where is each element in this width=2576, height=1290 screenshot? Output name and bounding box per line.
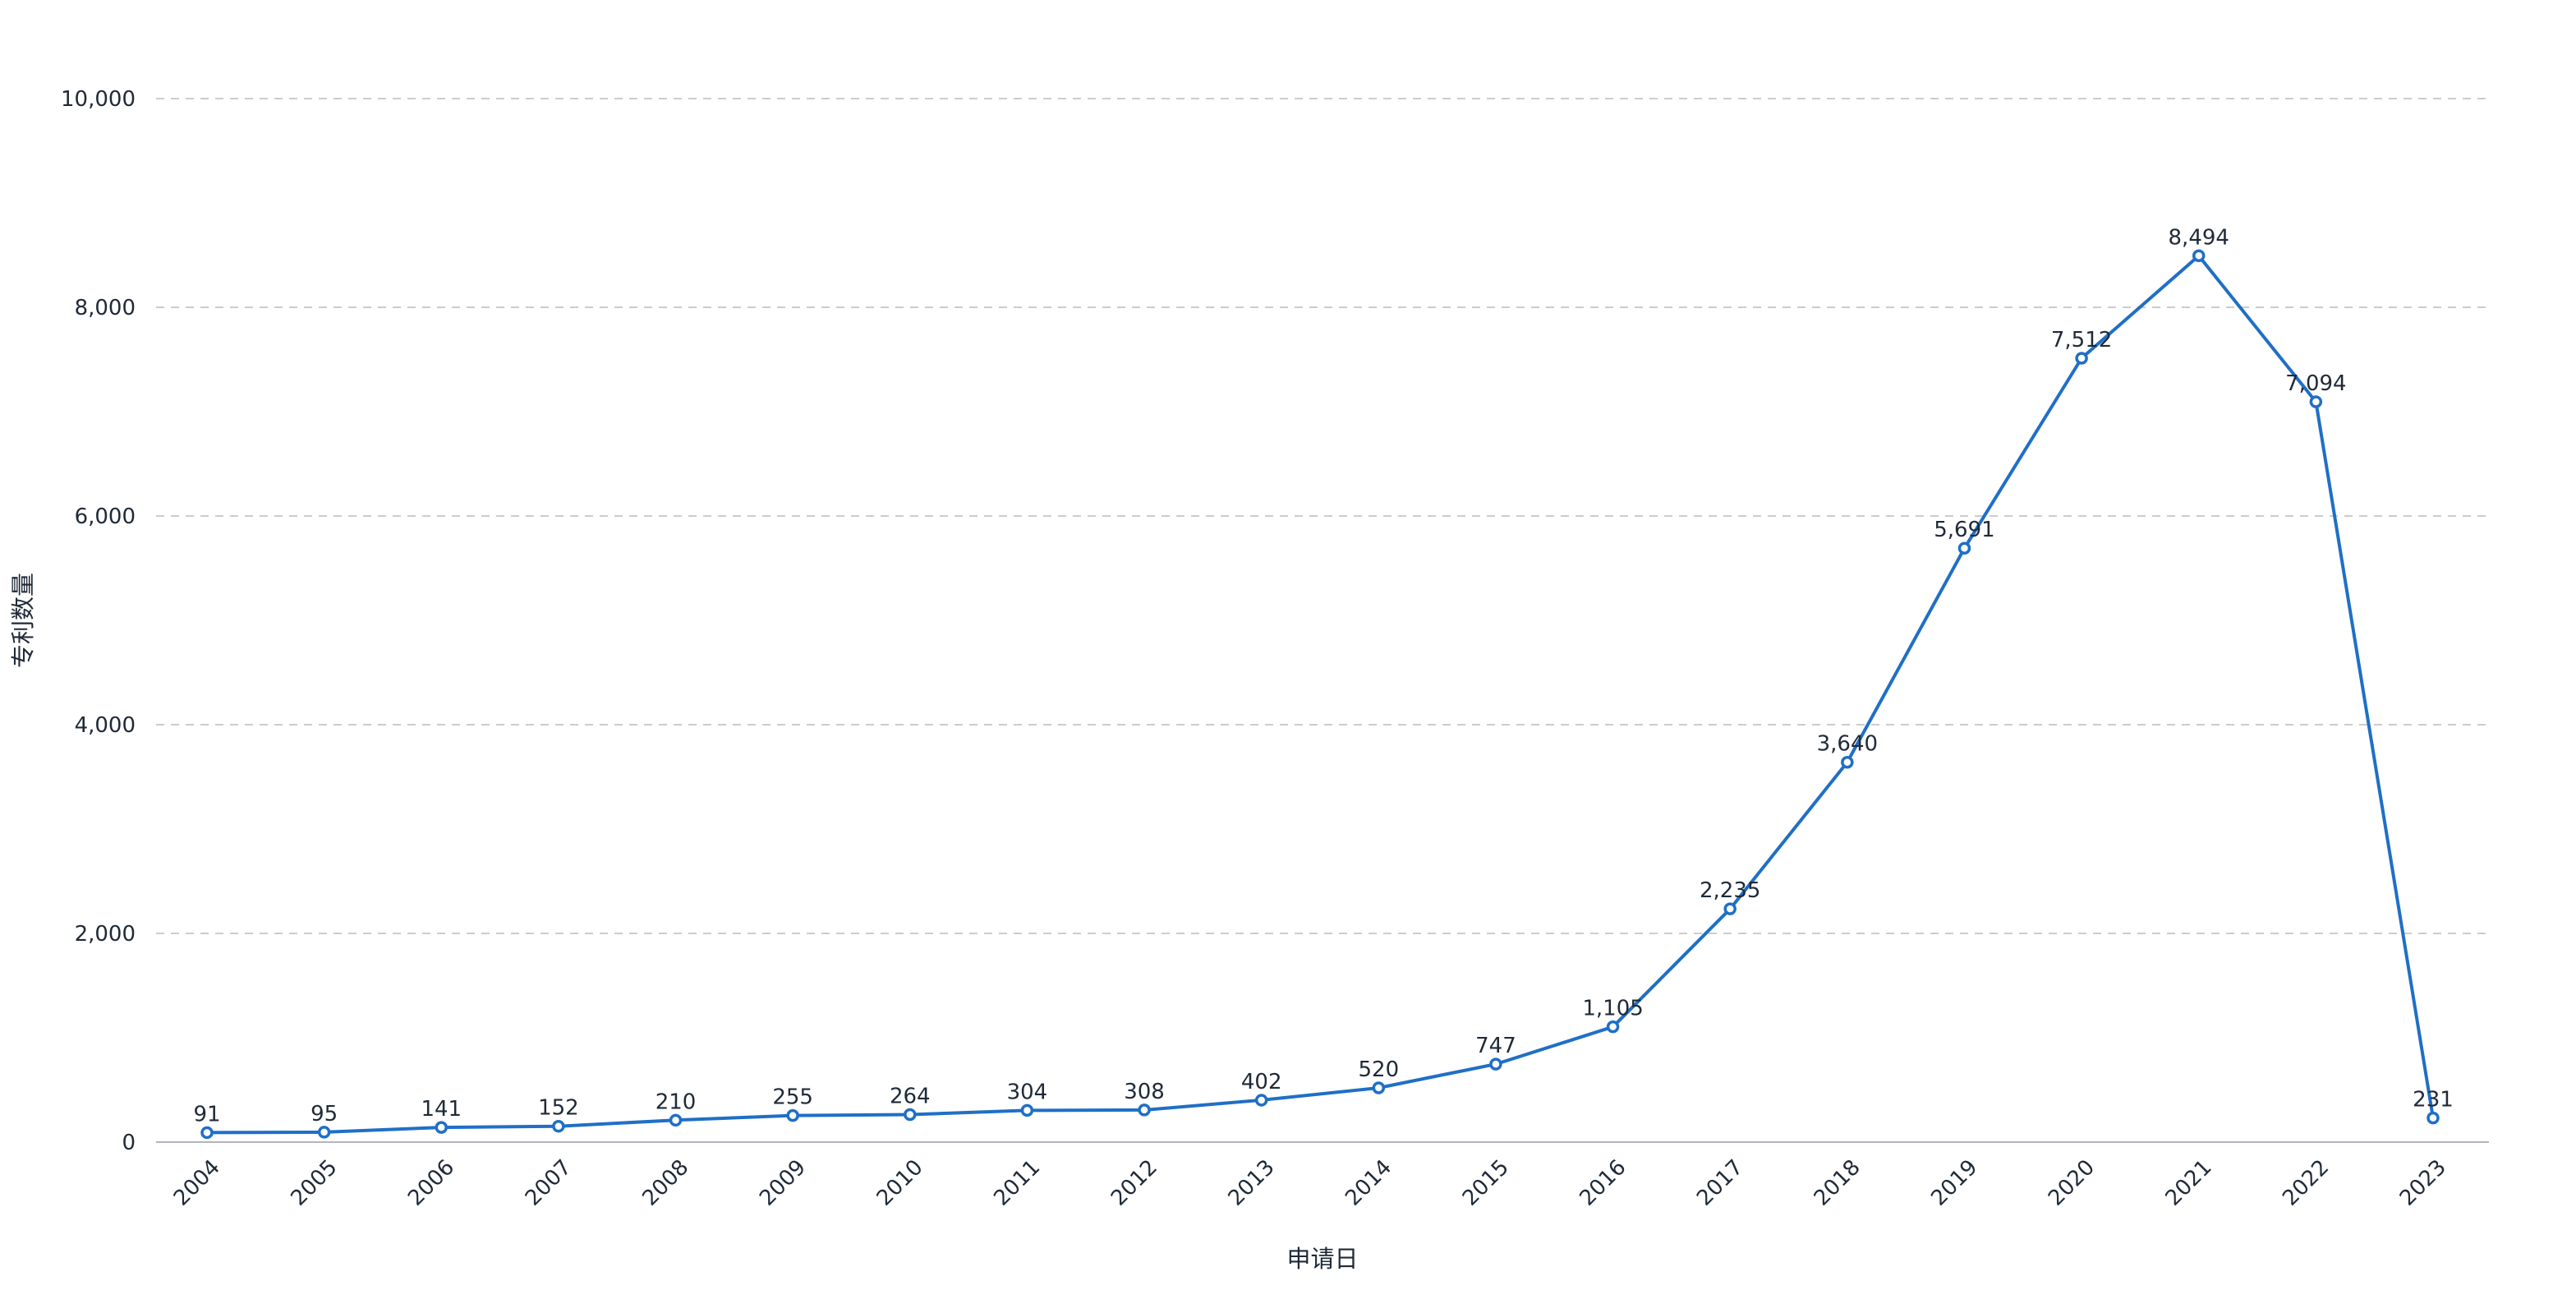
y-tick-label: 2,000	[75, 922, 136, 947]
data-point-2008	[669, 1113, 683, 1127]
data-point-2010	[904, 1108, 917, 1122]
data-label-2019: 5,691	[1934, 518, 1994, 542]
data-point-2007	[552, 1119, 565, 1133]
x-tick-label: 2016	[1575, 1155, 1631, 1211]
data-label-2005: 95	[310, 1102, 338, 1126]
data-label-2009: 255	[772, 1085, 813, 1110]
x-tick-label: 2004	[169, 1155, 225, 1211]
x-tick-label: 2006	[403, 1155, 459, 1211]
data-label-2011: 304	[1007, 1080, 1048, 1104]
x-tick-label: 2021	[2161, 1155, 2217, 1211]
x-tick-label: 2015	[1458, 1155, 1514, 1211]
data-label-2014: 520	[1358, 1057, 1399, 1082]
x-tick-label: 2007	[521, 1155, 577, 1211]
y-tick-label: 4,000	[75, 713, 136, 738]
x-tick-label: 2010	[872, 1155, 928, 1211]
data-point-2006	[435, 1121, 448, 1134]
data-label-2015: 747	[1475, 1034, 1516, 1058]
data-label-2017: 2,235	[1700, 878, 1760, 903]
x-tick-label: 2019	[1926, 1155, 1982, 1211]
x-tick-label: 2013	[1224, 1155, 1280, 1211]
data-point-2015	[1489, 1057, 1502, 1071]
data-label-2022: 7,094	[2285, 371, 2346, 396]
gridlines	[156, 98, 2489, 934]
series-line	[206, 254, 2435, 1135]
x-tick-label: 2017	[1692, 1155, 1748, 1211]
x-tick-label: 2012	[1106, 1155, 1162, 1211]
y-tick-label: 10,000	[61, 87, 136, 112]
data-label-2006: 141	[421, 1097, 462, 1122]
x-tick-label: 2023	[2395, 1155, 2451, 1211]
data-point-2023	[2426, 1111, 2440, 1125]
x-tick-label: 2008	[637, 1155, 693, 1211]
x-tick-label: 2014	[1341, 1155, 1396, 1211]
data-labels: 91 95 141 152 210 255 264 304 308 402 520 747 1,105 2…	[193, 225, 2453, 1126]
data-point-2012	[1138, 1103, 1151, 1117]
x-tick-label: 2009	[755, 1155, 811, 1211]
data-points	[200, 249, 2440, 1140]
data-label-2021: 8,494	[2169, 225, 2229, 250]
data-point-2013	[1254, 1094, 1268, 1107]
data-point-2020	[2075, 352, 2088, 365]
x-tick-label: 2011	[989, 1155, 1045, 1211]
y-tick-label: 8,000	[75, 296, 136, 320]
data-point-2022	[2309, 395, 2323, 408]
data-label-2013: 402	[1241, 1070, 1282, 1094]
data-label-2020: 7,512	[2051, 328, 2112, 352]
y-tick-label: 6,000	[75, 504, 136, 529]
x-axis-title: 申请日	[1286, 1245, 1358, 1273]
data-label-2008: 210	[656, 1090, 697, 1114]
data-point-2014	[1372, 1081, 1386, 1094]
data-point-2009	[786, 1108, 799, 1122]
data-point-2011	[1020, 1103, 1034, 1117]
data-label-2012: 308	[1124, 1080, 1165, 1104]
data-label-2010: 264	[890, 1084, 931, 1108]
data-point-2021	[2192, 249, 2206, 263]
data-label-2007: 152	[538, 1096, 579, 1121]
data-label-2016: 1,105	[1582, 997, 1643, 1021]
data-point-2017	[1723, 902, 1736, 915]
y-tick-label: 0	[122, 1131, 136, 1155]
x-tick-label: 2020	[2044, 1155, 2100, 1211]
data-label-2023: 231	[2413, 1088, 2454, 1113]
data-point-2004	[200, 1126, 214, 1140]
y-axis-title: 专利数量	[9, 573, 37, 668]
data-label-2018: 3,640	[1817, 732, 1878, 757]
y-axis-ticks: 0 2,000 4,000 6,000 8,000 10,000	[61, 87, 136, 1155]
x-axis-ticks: 2004 2005 2006 2007 2008 2009 2010 2011 2012 2013…	[169, 1155, 2451, 1211]
x-tick-label: 2005	[287, 1155, 343, 1211]
data-point-2016	[1606, 1020, 1620, 1034]
x-tick-label: 2022	[2278, 1155, 2334, 1211]
data-point-2018	[1841, 755, 1854, 769]
data-point-2005	[317, 1126, 331, 1139]
data-point-2019	[1957, 541, 1971, 555]
data-label-2004: 91	[193, 1102, 220, 1126]
x-tick-label: 2018	[1810, 1155, 1865, 1211]
